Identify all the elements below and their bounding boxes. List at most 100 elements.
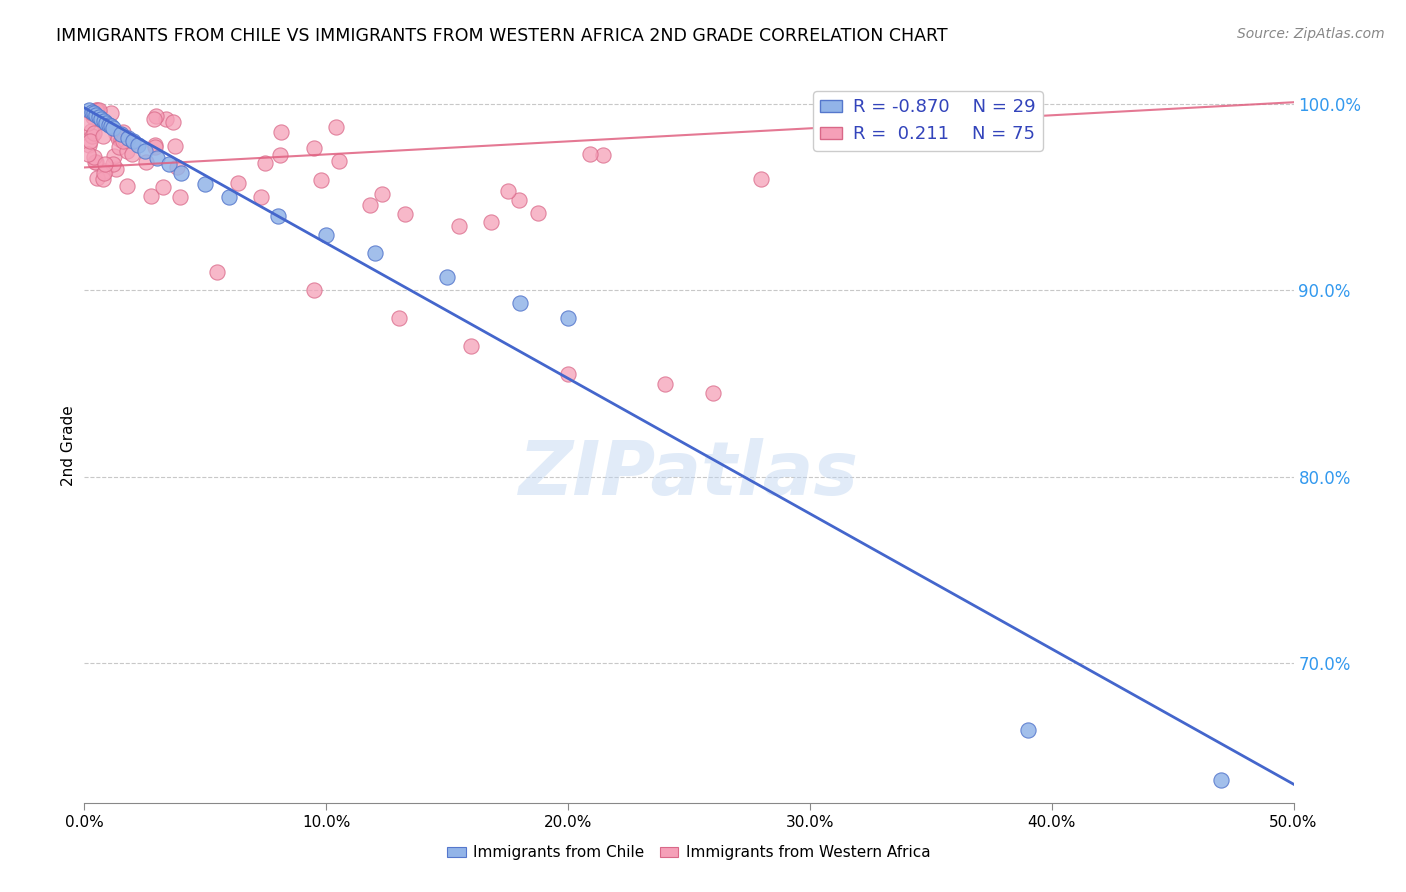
Text: Source: ZipAtlas.com: Source: ZipAtlas.com <box>1237 27 1385 41</box>
Point <box>93 114 115 128</box>
Point <box>145 109 167 123</box>
Point <box>460 339 482 353</box>
Point <box>86 108 108 122</box>
Text: ZIPatlas: ZIPatlas <box>519 438 859 511</box>
Point <box>143 140 166 154</box>
Point <box>112 125 135 139</box>
Point <box>152 180 174 194</box>
Point <box>578 147 600 161</box>
Point <box>121 134 143 148</box>
Point <box>86 170 108 185</box>
Point <box>90 112 112 126</box>
Text: IMMIGRANTS FROM CHILE VS IMMIGRANTS FROM WESTERN AFRICA 2ND GRADE CORRELATION CH: IMMIGRANTS FROM CHILE VS IMMIGRANTS FROM… <box>56 27 948 45</box>
Point <box>166 160 188 174</box>
Point <box>77 116 100 130</box>
Point <box>228 176 250 190</box>
Point <box>162 115 184 129</box>
Point <box>107 140 129 154</box>
Point <box>84 155 107 169</box>
Point <box>267 209 290 223</box>
Point <box>87 105 110 120</box>
Point <box>169 189 191 203</box>
Point <box>103 121 125 136</box>
Point <box>83 150 105 164</box>
Point <box>84 103 107 117</box>
Y-axis label: 2nd Grade: 2nd Grade <box>60 406 76 486</box>
Point <box>436 270 458 285</box>
Point <box>87 110 110 124</box>
Point <box>105 162 128 177</box>
Point <box>141 189 163 203</box>
Point <box>496 184 519 198</box>
Point <box>328 154 350 169</box>
Point <box>112 135 135 149</box>
Point <box>253 156 276 170</box>
Point <box>84 155 107 169</box>
Point <box>388 311 411 326</box>
Point <box>91 128 114 143</box>
Point <box>527 206 550 220</box>
Point <box>557 368 579 382</box>
Point <box>218 190 240 204</box>
Point <box>315 227 337 242</box>
Point <box>363 246 385 260</box>
Point <box>94 156 117 170</box>
Point <box>1017 723 1039 738</box>
Point <box>449 219 471 233</box>
Point <box>127 138 149 153</box>
Point <box>114 133 136 147</box>
Point <box>302 284 325 298</box>
Point <box>79 124 101 138</box>
Point <box>509 296 531 310</box>
Point <box>157 157 180 171</box>
Point <box>97 118 120 132</box>
Point <box>94 116 117 130</box>
Point <box>508 193 530 207</box>
Point <box>302 141 325 155</box>
Point <box>479 215 502 229</box>
Point <box>1209 773 1232 788</box>
Legend: Immigrants from Chile, Immigrants from Western Africa: Immigrants from Chile, Immigrants from W… <box>441 839 936 866</box>
Point <box>135 155 157 169</box>
Point <box>86 103 108 118</box>
Point <box>82 110 104 124</box>
Point <box>134 144 156 158</box>
Point <box>309 173 332 187</box>
Point <box>117 130 139 145</box>
Point <box>359 198 381 212</box>
Point <box>100 106 122 120</box>
Point <box>250 190 273 204</box>
Point <box>93 166 115 180</box>
Point <box>592 148 614 162</box>
Point <box>143 138 166 153</box>
Point <box>103 149 125 163</box>
Point <box>270 125 292 139</box>
Point <box>91 171 114 186</box>
Point <box>79 135 101 149</box>
Point <box>82 129 104 144</box>
Point <box>371 187 394 202</box>
Point <box>93 163 115 178</box>
Point <box>117 145 139 159</box>
Point <box>207 265 229 279</box>
Point <box>170 166 193 180</box>
Point <box>80 104 103 119</box>
Point <box>83 126 105 140</box>
Point <box>121 147 143 161</box>
Point <box>77 103 100 117</box>
Point <box>101 156 124 170</box>
Point <box>155 112 177 127</box>
Point <box>146 151 169 165</box>
Point <box>104 127 127 141</box>
Point <box>142 112 165 126</box>
Point <box>89 103 111 117</box>
Point <box>394 207 416 221</box>
Point <box>325 120 347 134</box>
Point <box>194 178 217 192</box>
Point <box>117 178 139 193</box>
Point <box>110 127 132 141</box>
Point <box>163 138 186 153</box>
Point <box>751 171 773 186</box>
Point <box>702 385 724 400</box>
Point <box>557 311 579 326</box>
